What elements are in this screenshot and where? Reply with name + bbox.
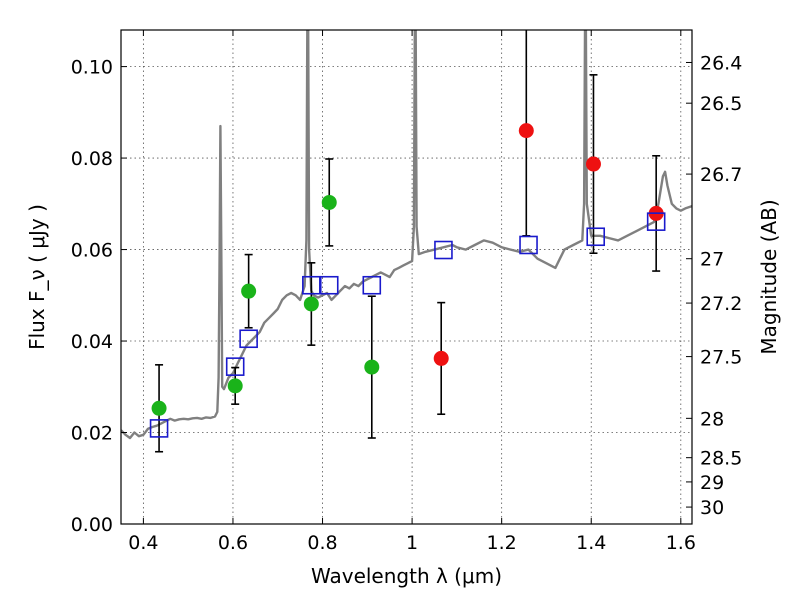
- x-tick-label: 0.6: [218, 532, 248, 554]
- magnitude-axis-title: Magnitude (AB): [757, 199, 781, 354]
- data-point: [303, 296, 319, 312]
- model-point: [362, 275, 382, 295]
- data-point: [227, 378, 243, 394]
- model-spectrum: [121, 30, 692, 440]
- magnitude-tick-label: 28: [700, 408, 724, 430]
- magnitude-tick-label: 30: [700, 497, 724, 519]
- data-point: [151, 400, 167, 416]
- data-point: [433, 350, 449, 366]
- data-point: [241, 283, 257, 299]
- model-point: [434, 240, 453, 260]
- plot-frame: [120, 29, 693, 525]
- y-tick-label: 0.02: [71, 423, 113, 445]
- model-point: [302, 275, 321, 295]
- model-point: [149, 419, 169, 438]
- magnitude-tick-label: 27: [700, 249, 724, 271]
- model-point: [225, 357, 245, 376]
- model-point: [586, 227, 606, 247]
- x-tick-label: 1: [406, 532, 418, 554]
- grid: [121, 30, 692, 525]
- x-tick-label: 1.4: [576, 532, 606, 554]
- model-spectrum-line: [121, 30, 692, 440]
- y-axis-title: Flux F_ν ( μJy ): [25, 204, 49, 350]
- y-tick-label: 0.00: [71, 514, 113, 536]
- data-point: [518, 123, 534, 139]
- data-markers: [149, 123, 666, 438]
- magnitude-tick-label: 26.4: [700, 52, 742, 74]
- y-tick-label: 0.06: [71, 240, 113, 262]
- magnitude-tick-label: 26.7: [700, 164, 742, 186]
- magnitude-tick-label: 29: [700, 472, 724, 494]
- x-tick-label: 0.8: [307, 532, 337, 554]
- x-tick-label: 1.2: [487, 532, 517, 554]
- data-point: [364, 359, 380, 375]
- model-point: [646, 212, 666, 231]
- x-tick-label: 1.6: [666, 532, 696, 554]
- data-point: [585, 156, 601, 172]
- magnitude-tick-label: 27.5: [700, 347, 742, 369]
- axis-ticks: 0.4 0.6 0.8 1 1.2 1.4 1.6 0.00 0.02 0.04 0.06 0.08 0…: [71, 30, 742, 554]
- model-point: [239, 329, 258, 349]
- magnitude-tick-label: 27.2: [700, 293, 742, 315]
- x-tick-label: 0.4: [128, 532, 158, 554]
- magnitude-tick-label: 28.5: [700, 448, 742, 470]
- data-point: [321, 194, 337, 210]
- y-tick-label: 0.10: [71, 57, 113, 79]
- magnitude-tick-label: 26.5: [700, 93, 742, 115]
- model-point: [319, 275, 339, 295]
- x-axis-title: Wavelength λ (μm): [311, 564, 502, 588]
- model-point: [519, 235, 538, 255]
- y-tick-label: 0.08: [71, 148, 113, 170]
- y-tick-label: 0.04: [71, 331, 113, 353]
